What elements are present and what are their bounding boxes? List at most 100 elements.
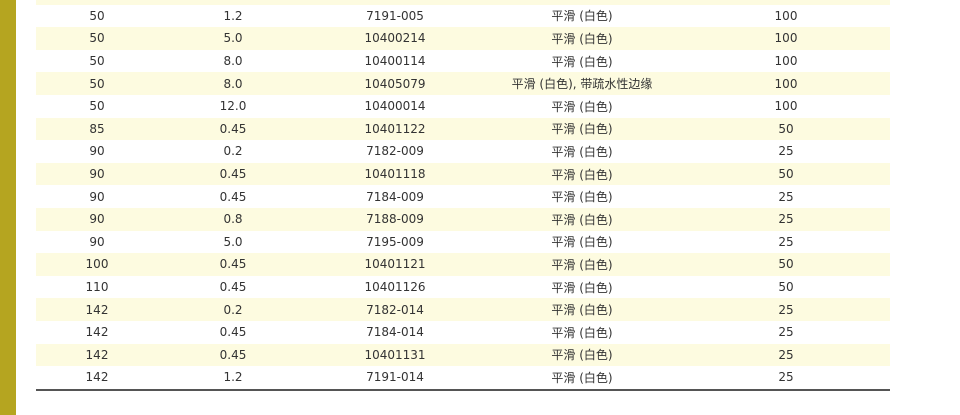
pore-size-cell: 0.45 (219, 167, 247, 182)
surface-cell: 平滑 (白色) (551, 348, 613, 363)
surface-cell: 平滑 (白色), 带疏水性边缘 (511, 77, 653, 92)
pore-size-cell: 0.45 (219, 189, 247, 204)
table-row: 90 0.2 7182-009 平滑 (白色) 25 (36, 140, 890, 163)
pore-size-cell: 1.2 (223, 370, 243, 385)
diameter-cell: 110 (85, 280, 109, 295)
quantity-cell: 50 (778, 167, 794, 182)
quantity-cell: 100 (774, 54, 798, 69)
table-row: 90 5.0 7195-009 平滑 (白色) 25 (36, 231, 890, 254)
catalog-number-cell: 7182-009 (366, 144, 424, 159)
surface-cell: 平滑 (白色) (551, 144, 613, 159)
surface-cell: 平滑 (白色) (551, 167, 613, 182)
catalog-number-cell: 10400014 (364, 99, 426, 114)
quantity-cell: 50 (778, 121, 794, 136)
quantity-cell: 25 (778, 212, 794, 227)
quantity-cell: 100 (774, 31, 798, 46)
table-row-partial (36, 0, 890, 5)
surface-cell: 平滑 (白色) (551, 54, 613, 69)
pore-size-cell: 8.0 (223, 54, 243, 69)
table-row: 142 0.45 7184-014 平滑 (白色) 25 (36, 321, 890, 344)
table-row: 90 0.45 7184-009 平滑 (白色) 25 (36, 185, 890, 208)
pore-size-cell: 5.0 (223, 31, 243, 46)
diameter-cell: 90 (89, 144, 105, 159)
pore-size-cell: 0.45 (219, 257, 247, 272)
table-row: 142 0.2 7182-014 平滑 (白色) 25 (36, 298, 890, 321)
diameter-cell: 50 (89, 76, 105, 91)
catalog-number-cell: 7184-014 (366, 325, 424, 340)
pore-size-cell: 0.2 (223, 302, 243, 317)
pore-size-cell: 0.45 (219, 347, 247, 362)
diameter-cell: 50 (89, 8, 105, 23)
table-row: 90 0.45 10401118 平滑 (白色) 50 (36, 162, 890, 186)
catalog-number-cell: 10400214 (364, 31, 426, 46)
quantity-cell: 100 (774, 8, 798, 23)
surface-cell: 平滑 (白色) (551, 303, 613, 318)
surface-cell: 平滑 (白色) (551, 122, 613, 137)
table-row: 50 8.0 10405079 平滑 (白色), 带疏水性边缘 100 (36, 72, 890, 95)
table-row: 90 0.8 7188-009 平滑 (白色) 25 (36, 207, 890, 231)
pore-size-cell: 0.8 (223, 212, 243, 227)
quantity-cell: 25 (778, 302, 794, 317)
table-bottom-rule (36, 388, 890, 391)
table-row: 110 0.45 10401126 平滑 (白色) 50 (36, 276, 890, 299)
surface-cell: 平滑 (白色) (551, 99, 613, 114)
quantity-cell: 50 (778, 280, 794, 295)
catalog-number-cell: 10401131 (364, 347, 426, 362)
quantity-cell: 50 (778, 257, 794, 272)
catalog-number-cell: 7191-014 (366, 370, 424, 385)
surface-cell: 平滑 (白色) (551, 190, 613, 205)
catalog-number-cell: 7191-005 (366, 8, 424, 23)
catalog-number-cell: 10405079 (364, 76, 426, 91)
accent-bar (0, 0, 16, 415)
diameter-cell: 50 (89, 31, 105, 46)
catalog-number-cell: 7184-009 (366, 189, 424, 204)
quantity-cell: 25 (778, 144, 794, 159)
pore-size-cell: 8.0 (223, 76, 243, 91)
table-row: 142 0.45 10401131 平滑 (白色) 25 (36, 343, 890, 367)
diameter-cell: 142 (85, 302, 109, 317)
diameter-cell: 142 (85, 370, 109, 385)
surface-cell: 平滑 (白色) (551, 257, 613, 272)
surface-cell: 平滑 (白色) (551, 325, 613, 340)
pore-size-cell: 0.45 (219, 325, 247, 340)
catalog-number-cell: 10401122 (364, 121, 426, 136)
surface-cell: 平滑 (白色) (551, 370, 613, 385)
pore-size-cell: 12.0 (219, 99, 247, 114)
catalog-number-cell: 10401118 (364, 167, 426, 182)
diameter-cell: 142 (85, 347, 109, 362)
quantity-cell: 100 (774, 99, 798, 114)
table-row: 50 8.0 10400114 平滑 (白色) 100 (36, 50, 890, 73)
surface-cell: 平滑 (白色) (551, 9, 613, 24)
surface-cell: 平滑 (白色) (551, 212, 613, 227)
table-row: 50 1.2 7191-005 平滑 (白色) 100 (36, 5, 890, 28)
table-row: 50 5.0 10400214 平滑 (白色) 100 (36, 27, 890, 50)
surface-cell: 平滑 (白色) (551, 31, 613, 46)
surface-cell: 平滑 (白色) (551, 280, 613, 295)
quantity-cell: 100 (774, 76, 798, 91)
diameter-cell: 142 (85, 325, 109, 340)
table-row: 50 12.0 10400014 平滑 (白色) 100 (36, 95, 890, 118)
pore-size-cell: 1.2 (223, 8, 243, 23)
table-row: 100 0.45 10401121 平滑 (白色) 50 (36, 253, 890, 276)
catalog-number-cell: 7182-014 (366, 302, 424, 317)
pore-size-cell: 5.0 (223, 234, 243, 249)
catalog-number-cell: 7195-009 (366, 234, 424, 249)
diameter-cell: 90 (89, 189, 105, 204)
table-row: 142 1.2 7191-014 平滑 (白色) 25 (36, 366, 890, 389)
quantity-cell: 25 (778, 370, 794, 385)
catalog-number-cell: 7188-009 (366, 212, 424, 227)
quantity-cell: 25 (778, 189, 794, 204)
diameter-cell: 90 (89, 167, 105, 182)
pore-size-cell: 0.2 (223, 144, 243, 159)
quantity-cell: 25 (778, 325, 794, 340)
diameter-cell: 90 (89, 212, 105, 227)
pore-size-cell: 0.45 (219, 280, 247, 295)
diameter-cell: 85 (89, 121, 105, 136)
quantity-cell: 25 (778, 234, 794, 249)
diameter-cell: 90 (89, 234, 105, 249)
product-table: 50 1.2 7191-005 平滑 (白色) 100 50 5.0 10400214 平滑 (… (36, 0, 890, 391)
diameter-cell: 50 (89, 54, 105, 69)
catalog-number-cell: 10401121 (364, 257, 426, 272)
pore-size-cell: 0.45 (219, 121, 247, 136)
quantity-cell: 25 (778, 347, 794, 362)
